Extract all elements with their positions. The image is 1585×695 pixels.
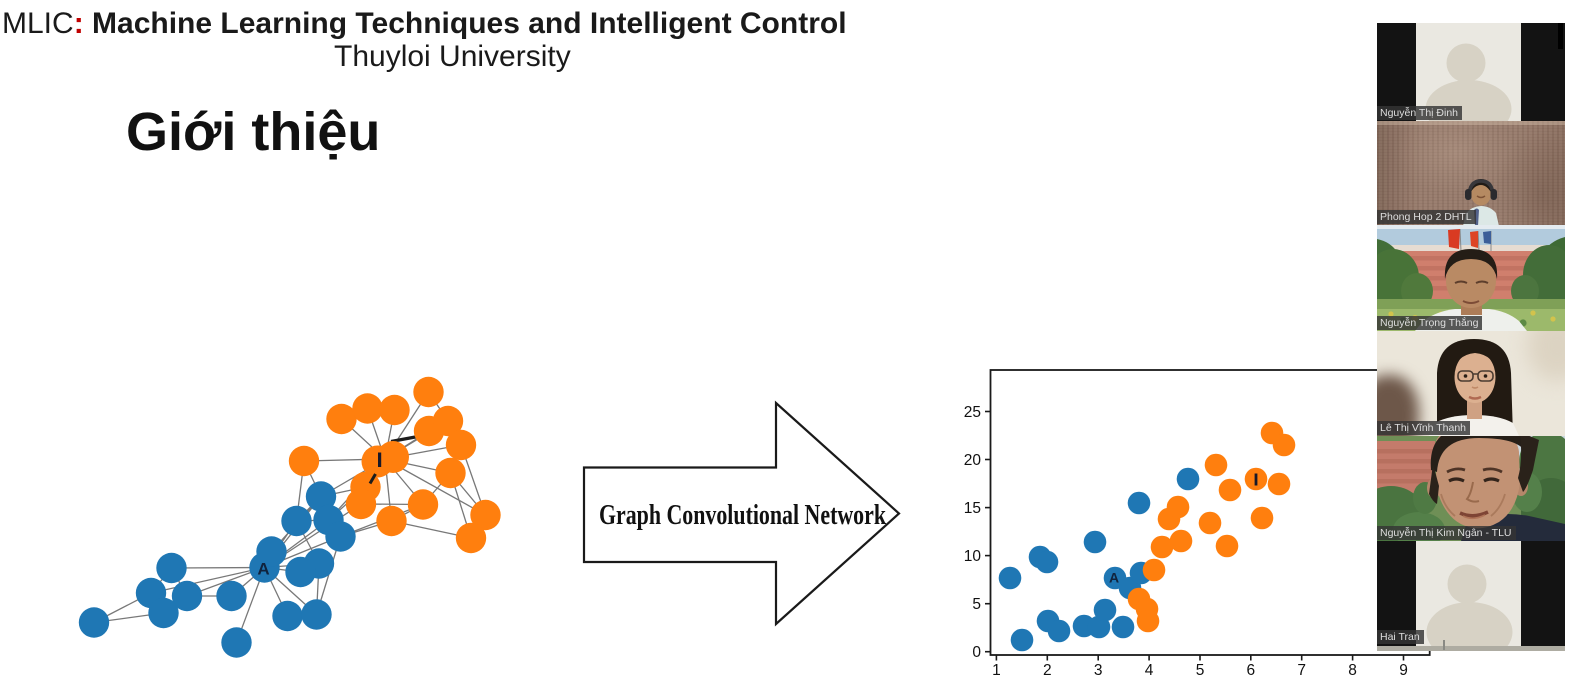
svg-text:25: 25 [964, 404, 981, 421]
svg-text:20: 20 [964, 452, 982, 469]
svg-text:15: 15 [964, 500, 981, 517]
svg-text:9: 9 [1399, 662, 1408, 679]
svg-text:5: 5 [1196, 662, 1205, 679]
svg-text:0: 0 [972, 644, 981, 661]
svg-text:4: 4 [1145, 662, 1154, 679]
svg-text:Graph Convolutional Network: Graph Convolutional Network [599, 500, 886, 531]
svg-text:A: A [1109, 570, 1119, 586]
svg-text:5: 5 [972, 596, 981, 613]
svg-text:3: 3 [1094, 662, 1103, 679]
svg-text:10: 10 [964, 548, 982, 565]
svg-text:6: 6 [1246, 662, 1255, 679]
svg-text:7: 7 [1297, 662, 1306, 679]
svg-text:1: 1 [992, 662, 1001, 679]
svg-text:2: 2 [1043, 662, 1052, 679]
svg-text:8: 8 [1348, 662, 1357, 679]
svg-text:A: A [257, 560, 269, 579]
